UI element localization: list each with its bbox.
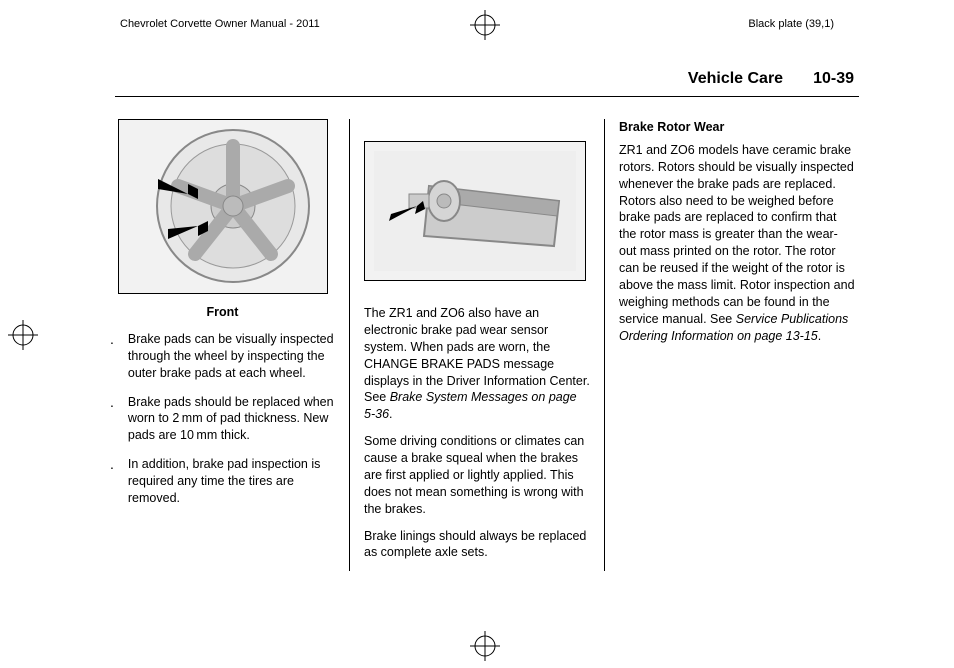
list-item: . Brake pads can be visually inspected th… <box>110 331 335 382</box>
column-1: Front . Brake pads can be visually inspec… <box>110 119 350 571</box>
figure-brake-pad <box>364 141 586 281</box>
crop-mark-bottom <box>470 631 500 666</box>
bullet-dot: . <box>110 332 114 382</box>
subheading: Brake Rotor Wear <box>619 119 855 136</box>
paragraph: Some driving conditions or climates can … <box>364 433 590 517</box>
bullet-dot: . <box>110 457 114 507</box>
section-header: Vehicle Care 10-39 <box>0 35 954 96</box>
para-text: ZR1 and ZO6 models have ceramic brake ro… <box>619 143 855 326</box>
content-columns: Front . Brake pads can be visually inspec… <box>0 97 954 571</box>
list-item: . Brake pads should be replaced when worn… <box>110 394 335 445</box>
section-title: Vehicle Care <box>688 70 783 88</box>
figure-wheel-front <box>118 119 328 294</box>
figure-caption: Front <box>110 304 335 321</box>
crop-mark-left <box>8 320 38 355</box>
para-text: . <box>389 407 392 421</box>
column-2: The ZR1 and ZO6 also have an electronic … <box>350 119 605 571</box>
manual-title: Chevrolet Corvette Owner Manual - 2011 <box>120 18 320 30</box>
crop-mark-top <box>470 10 500 40</box>
list-item: . In addition, brake pad inspection is re… <box>110 456 335 507</box>
bullet-text: In addition, brake pad inspection is req… <box>128 456 335 507</box>
paragraph: The ZR1 and ZO6 also have an electronic … <box>364 305 590 423</box>
paragraph: Brake linings should always be replaced … <box>364 528 590 562</box>
plate-info: Black plate (39,1) <box>748 18 834 30</box>
bullet-list: . Brake pads can be visually inspected th… <box>110 331 335 507</box>
column-3: Brake Rotor Wear ZR1 and ZO6 models have… <box>605 119 855 571</box>
paragraph: ZR1 and ZO6 models have ceramic brake ro… <box>619 142 855 345</box>
para-text: . <box>818 329 821 343</box>
bullet-text: Brake pads can be visually inspected thr… <box>128 331 335 382</box>
bullet-dot: . <box>110 395 114 445</box>
page-number: 10-39 <box>813 70 854 88</box>
bullet-text: Brake pads should be replaced when worn … <box>128 394 335 445</box>
cross-ref: Brake System Messages on page 5‑36 <box>364 390 577 421</box>
